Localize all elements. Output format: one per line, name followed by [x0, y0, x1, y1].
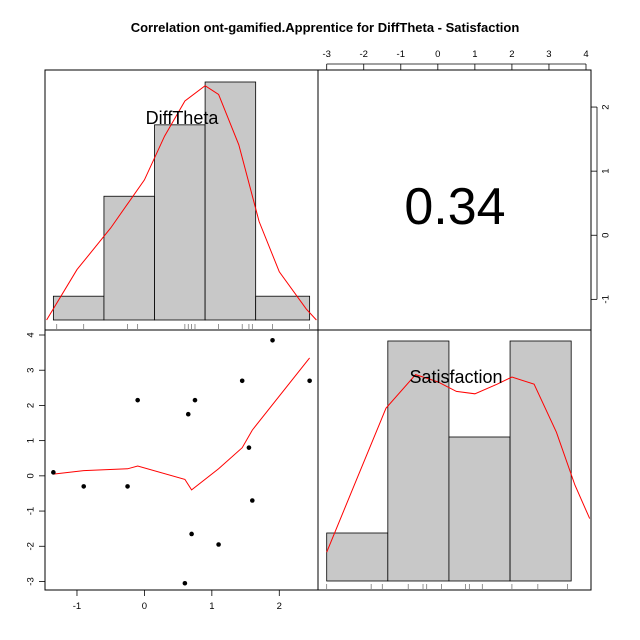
difftheta-bar [52, 295, 105, 321]
scatter-point [250, 498, 255, 503]
scatter-smooth-line [53, 357, 310, 491]
left-axis-tick-label: -3 [26, 577, 37, 585]
top-axis-tick-label: 0 [435, 49, 440, 60]
scatter-point [182, 580, 188, 586]
top-axis-tick-label: 2 [509, 49, 514, 60]
scatter-point [246, 445, 252, 450]
right-axis-tick-label: 1 [601, 169, 612, 174]
difftheta-bar [103, 195, 155, 321]
axes: -1 0 1 2 -3 -2 -1 0 1 2 3 4 -3 -2 -1 0 1 2 3 4 -1 0 1 2 [26, 49, 612, 612]
right-axis-tick-label: 0 [601, 233, 612, 238]
chart-title: Correlation ont-gamified.Apprentice for … [131, 20, 520, 35]
right-axis-tick-label: 2 [601, 104, 612, 109]
top-axis-tick-label: -1 [397, 49, 405, 60]
panel-difftheta-histogram: DiffTheta [44, 69, 319, 331]
panel-frame-bottom-left [44, 329, 319, 591]
bottom-axis-tick-label: 0 [142, 601, 147, 612]
satisfaction-bar [448, 436, 511, 582]
satisfaction-density-line [326, 374, 591, 553]
left-axis-tick-label: -1 [26, 507, 37, 515]
scatter-point [270, 337, 275, 343]
diag-label-difftheta: DiffTheta [146, 108, 220, 128]
panel-scatter [44, 329, 319, 591]
left-axis-tick-label: 3 [26, 368, 37, 373]
panel-satisfaction-histogram: Satisfaction [317, 329, 592, 591]
left-axis-tick-label: 4 [26, 332, 37, 337]
left-axis-tick-label: 2 [26, 403, 37, 408]
correlation-value: 0.34 [404, 178, 505, 236]
bottom-axis-tick-label: -1 [73, 601, 81, 612]
difftheta-bar [154, 124, 206, 321]
scatter-point [135, 397, 140, 403]
scatter-point [216, 542, 221, 547]
top-axis-tick-label: 3 [546, 49, 551, 60]
panel-correlation: 0.34 [317, 69, 592, 331]
scatter-point [125, 484, 130, 489]
top-axis-tick-label: 4 [583, 49, 588, 60]
difftheta-bar [204, 81, 257, 321]
left-axis-tick-label: 1 [26, 438, 37, 443]
satisfaction-bar [387, 340, 450, 582]
left-axis-tick-label: 0 [26, 473, 37, 478]
difftheta-bar [255, 295, 311, 321]
right-axis-tick-label: -1 [601, 295, 612, 303]
satisfaction-bar [509, 340, 572, 582]
scatter-point [189, 531, 194, 537]
difftheta-density-line [46, 85, 317, 321]
scatter-point [185, 411, 191, 417]
bottom-axis-tick-label: 1 [209, 601, 214, 612]
scatter-point [51, 470, 56, 475]
top-axis-tick-label: 1 [472, 49, 477, 60]
scatter-point [192, 397, 198, 403]
satisfaction-bar [326, 532, 389, 582]
bottom-axis-tick-label: 2 [277, 601, 282, 612]
panel-frame-bottom-right [317, 329, 592, 591]
scatter-point [239, 378, 245, 384]
diag-label-satisfaction: Satisfaction [409, 367, 502, 387]
top-axis-tick-label: -3 [322, 49, 330, 60]
left-axis-tick-label: -2 [26, 542, 37, 550]
scatter-point [307, 378, 312, 384]
top-axis-tick-label: -2 [360, 49, 368, 60]
scatter-point [81, 484, 87, 489]
